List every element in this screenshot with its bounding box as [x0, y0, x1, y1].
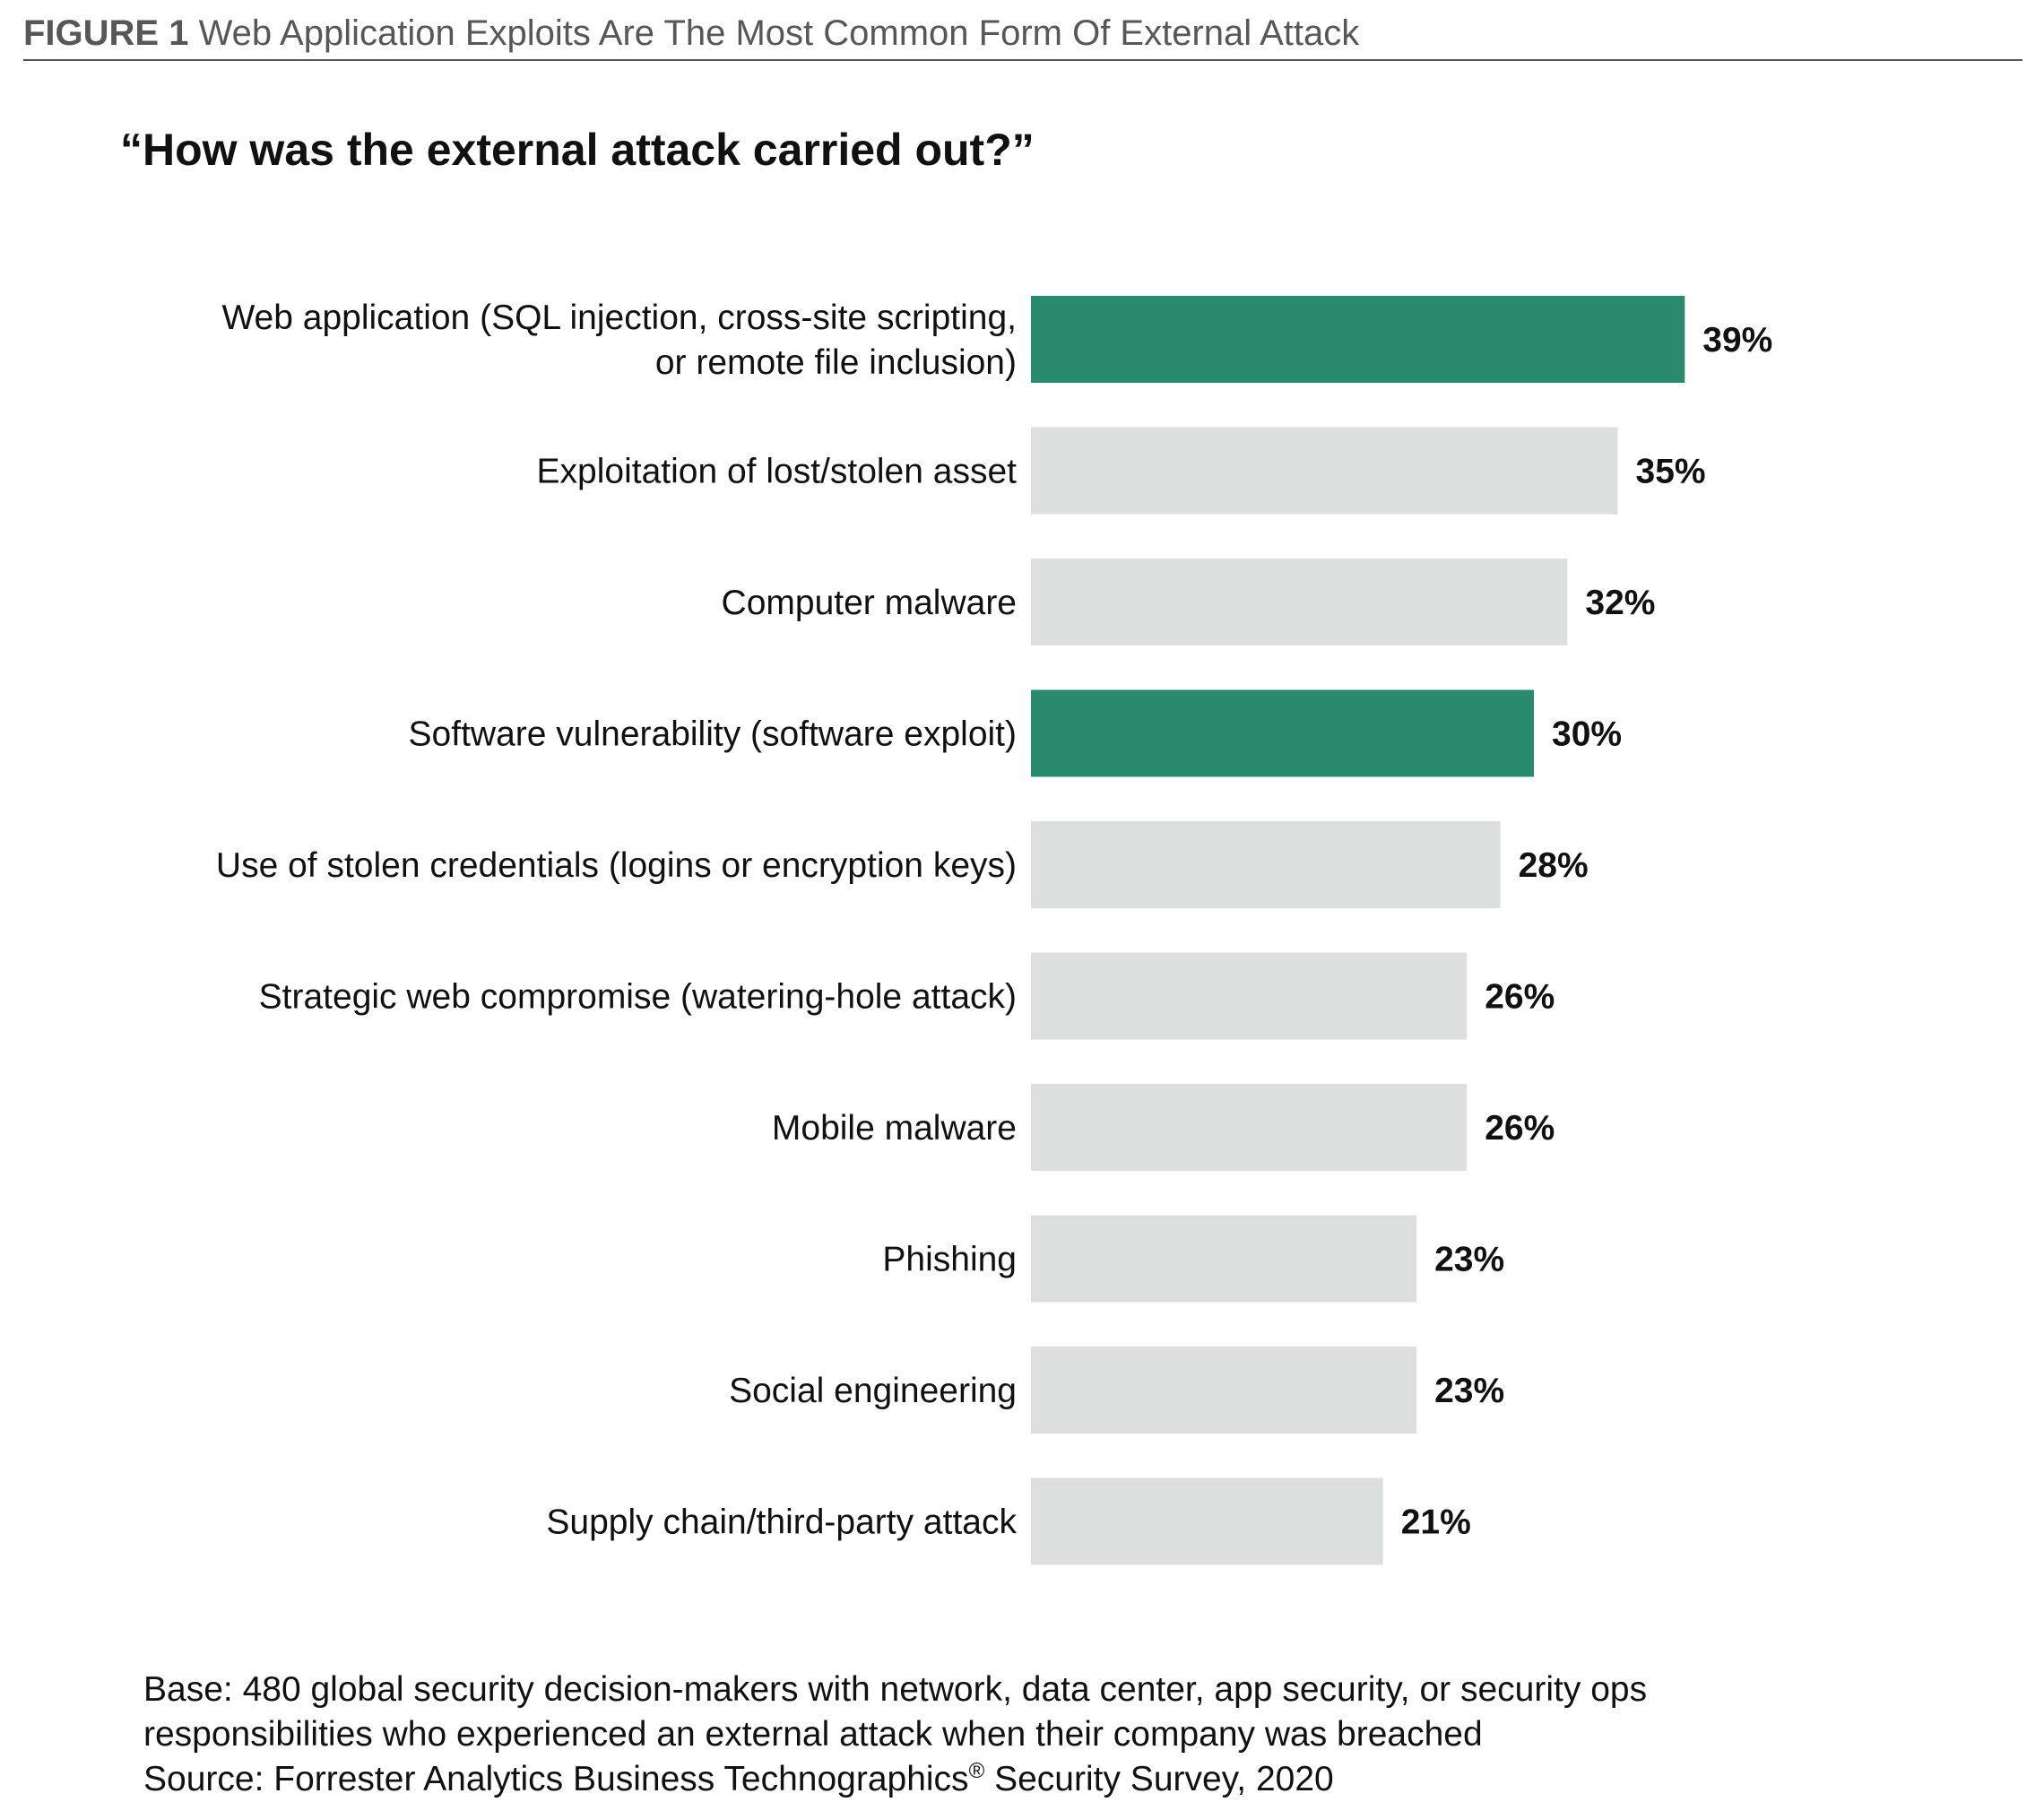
bar-row: 21% Supply chain/third-party attack: [546, 1477, 1471, 1565]
category-label: Strategic web compromise (watering-hole …: [259, 978, 1017, 1017]
bar-row: 30% Software vulnerability (software expl…: [409, 689, 1622, 777]
footnote-base-line-2: responsibilities who experienced an exte…: [143, 1715, 1483, 1754]
bar-value-label: 28%: [1519, 846, 1589, 885]
category-label: Computer malware: [722, 584, 1017, 622]
category-label: Mobile malware: [772, 1109, 1017, 1148]
category-label: Use of stolen credentials (logins or enc…: [216, 846, 1017, 885]
figure-number: FIGURE 1: [23, 13, 189, 53]
category-label: Social engineering: [729, 1372, 1017, 1410]
category-label: Exploitation of lost/stolen asset: [537, 453, 1018, 491]
bar: [1031, 296, 1685, 383]
bar: [1031, 1477, 1383, 1565]
bar-row: 39% Web application (SQL injection, cross…: [221, 296, 1772, 383]
bar-row: 32% Computer malware: [722, 559, 1655, 645]
footnote-source: Source: Forrester Analytics Business Tec…: [143, 1757, 2008, 1802]
bar-value-label: 35%: [1636, 453, 1706, 491]
bar: [1031, 689, 1534, 777]
bar-row: 28% Use of stolen credentials (logins or …: [216, 821, 1589, 908]
bar-value-label: 32%: [1585, 584, 1655, 622]
category-label: Supply chain/third-party attack: [546, 1503, 1017, 1542]
bar: [1031, 427, 1618, 515]
bar: [1031, 1215, 1417, 1303]
figure-title: Web Application Exploits Are The Most Co…: [198, 13, 1360, 53]
bar-value-label: 23%: [1434, 1372, 1504, 1410]
registered-mark: ®: [968, 1759, 985, 1783]
bar-value-label: 26%: [1485, 1109, 1555, 1148]
footnote: Base: 480 global security decision-maker…: [143, 1668, 2008, 1802]
bar-chart: 39% Web application (SQL injection, cross…: [216, 296, 1772, 1565]
bar-value-label: 21%: [1401, 1503, 1471, 1542]
category-label: or remote file inclusion): [655, 343, 1017, 382]
category-label: Phishing: [882, 1241, 1017, 1279]
bar: [1031, 1084, 1468, 1171]
bar: [1031, 821, 1501, 908]
bar-value-label: 26%: [1485, 978, 1555, 1017]
category-label: Web application (SQL injection, cross-si…: [221, 299, 1017, 337]
bar-value-label: 39%: [1702, 321, 1772, 360]
bar-row: 23% Phishing: [882, 1215, 1504, 1303]
category-label: Software vulnerability (software exploit…: [409, 715, 1017, 754]
bar: [1031, 559, 1568, 645]
bar-value-label: 30%: [1552, 715, 1622, 754]
bar-row: 26% Mobile malware: [772, 1084, 1555, 1171]
bar-row: 35% Exploitation of lost/stolen asset: [537, 427, 1706, 515]
bar-row: 26% Strategic web compromise (watering-ho…: [259, 952, 1555, 1040]
bar-row: 23% Social engineering: [729, 1347, 1504, 1434]
footnote-base-line-1: Base: 480 global security decision-maker…: [143, 1670, 1648, 1709]
figure-header: FIGURE 1 Web Application Exploits Are Th…: [23, 7, 2022, 61]
footnote-source-suffix: Security Survey, 2020: [984, 1760, 1334, 1798]
chart-question: “How was the external attack carried out…: [120, 125, 1035, 175]
footnote-source-prefix: Source: Forrester Analytics Business Tec…: [143, 1760, 969, 1798]
bar: [1031, 1347, 1417, 1434]
bar-value-label: 23%: [1434, 1241, 1504, 1279]
bar: [1031, 952, 1468, 1040]
